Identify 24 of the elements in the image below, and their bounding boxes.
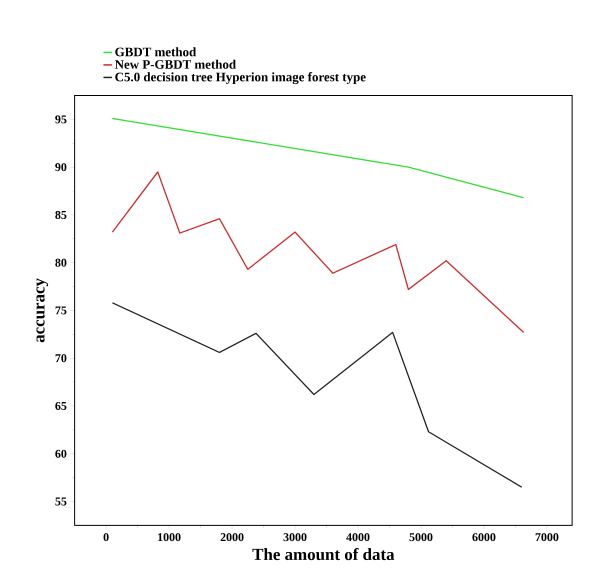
y-tick-label: 80 <box>55 258 66 267</box>
x-tick-label: 5000 <box>410 533 432 542</box>
line-series <box>112 302 522 488</box>
x-tick-label: 3000 <box>284 533 307 542</box>
legend-label: New P-GBDT method <box>114 60 236 69</box>
legend-label: C5.0 decision tree Hyperion image forest type <box>115 72 366 84</box>
legend-label: GBDT method <box>115 47 196 56</box>
y-tick-label: 70 <box>56 354 66 362</box>
y-axis-title: accuracy <box>36 278 48 342</box>
x-tick-label: 2000 <box>220 533 244 542</box>
x-axis-title: The amount of data <box>252 548 394 560</box>
y-tick-label: 75 <box>56 306 66 314</box>
x-tick-label: 7000 <box>536 533 558 542</box>
x-tick-label: 6000 <box>472 533 496 542</box>
y-tick-label: 55 <box>55 497 66 506</box>
y-tick-label: 90 <box>55 163 66 172</box>
line-series <box>112 171 524 334</box>
x-tick-label: 4000 <box>346 533 370 542</box>
y-tick-label: 85 <box>55 210 66 219</box>
y-tick-label: 65 <box>55 402 66 410</box>
y-tick-label: 95 <box>55 115 66 124</box>
x-tick-label: 0 <box>104 533 109 542</box>
x-tick-label: 1000 <box>158 533 181 542</box>
y-tick-label: 60 <box>55 450 66 458</box>
